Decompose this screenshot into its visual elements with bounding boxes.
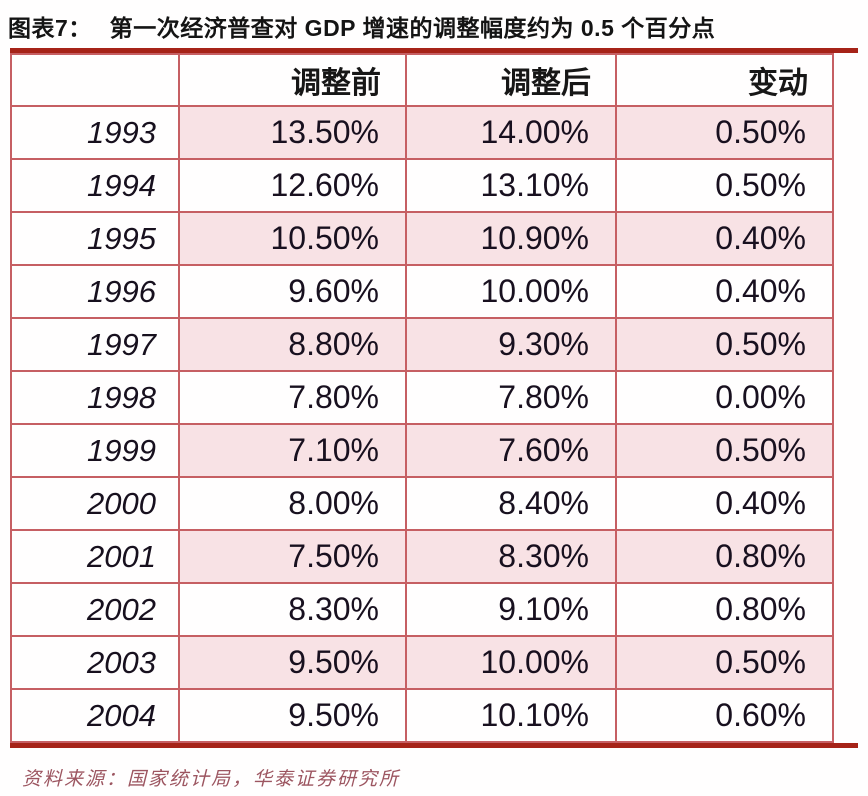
after-cell: 10.90% — [405, 211, 617, 266]
after-cell: 10.00% — [405, 635, 617, 690]
year-cell: 2002 — [10, 582, 180, 637]
table-row: 1994 12.60% 13.10% 0.50% — [10, 158, 834, 213]
table-row: 1995 10.50% 10.90% 0.40% — [10, 211, 834, 266]
after-cell: 9.30% — [405, 317, 617, 372]
figure-title-text: 第一次经济普查对 GDP 增速的调整幅度约为 0.5 个百分点 — [109, 15, 716, 41]
before-cell: 8.80% — [178, 317, 407, 372]
gdp-adjustment-table: 调整前 调整后 变动 1993 13.50% 14.00% 0.50% 1994 12.6… — [10, 53, 834, 743]
after-cell: 10.10% — [405, 688, 617, 743]
table-row: 2003 9.50% 10.00% 0.50% — [10, 635, 834, 690]
before-column-header: 调整前 — [178, 53, 407, 107]
change-cell: 0.50% — [615, 635, 834, 690]
table-row: 2001 7.50% 8.30% 0.80% — [10, 529, 834, 584]
gdp-table-body: 1993 13.50% 14.00% 0.50% 1994 12.60% 13.10% 0.5… — [10, 105, 834, 743]
year-cell: 2004 — [10, 688, 180, 743]
year-column-header — [10, 53, 180, 107]
gdp-table-container: 调整前 调整后 变动 1993 13.50% 14.00% 0.50% 1994 12.6… — [10, 48, 858, 748]
change-cell: 0.50% — [615, 317, 834, 372]
table-row: 1996 9.60% 10.00% 0.40% — [10, 264, 834, 319]
table-row: 1998 7.80% 7.80% 0.00% — [10, 370, 834, 425]
year-cell: 1993 — [10, 105, 180, 160]
table-row: 2000 8.00% 8.40% 0.40% — [10, 476, 834, 531]
year-cell: 2001 — [10, 529, 180, 584]
after-cell: 13.10% — [405, 158, 617, 213]
before-cell: 8.30% — [178, 582, 407, 637]
year-cell: 1998 — [10, 370, 180, 425]
change-cell: 0.80% — [615, 529, 834, 584]
before-cell: 9.50% — [178, 635, 407, 690]
change-cell: 0.60% — [615, 688, 834, 743]
after-cell: 7.80% — [405, 370, 617, 425]
year-cell: 1994 — [10, 158, 180, 213]
after-cell: 8.30% — [405, 529, 617, 584]
after-cell: 9.10% — [405, 582, 617, 637]
before-cell: 8.00% — [178, 476, 407, 531]
year-cell: 1995 — [10, 211, 180, 266]
figure-number-label: 图表7： — [8, 15, 92, 41]
table-row: 1993 13.50% 14.00% 0.50% — [10, 105, 834, 160]
year-cell: 2000 — [10, 476, 180, 531]
table-row: 1997 8.80% 9.30% 0.50% — [10, 317, 834, 372]
after-cell: 8.40% — [405, 476, 617, 531]
after-cell: 10.00% — [405, 264, 617, 319]
after-column-header: 调整后 — [405, 53, 617, 107]
change-cell: 0.40% — [615, 211, 834, 266]
source-note: 资料来源：国家统计局，华泰证券研究所 — [22, 769, 401, 790]
before-cell: 9.50% — [178, 688, 407, 743]
change-cell: 0.80% — [615, 582, 834, 637]
table-header-row: 调整前 调整后 变动 — [10, 53, 834, 107]
change-cell: 0.50% — [615, 158, 834, 213]
before-cell: 10.50% — [178, 211, 407, 266]
after-cell: 7.60% — [405, 423, 617, 478]
table-row: 1999 7.10% 7.60% 0.50% — [10, 423, 834, 478]
table-row: 2002 8.30% 9.10% 0.80% — [10, 582, 834, 637]
year-cell: 1999 — [10, 423, 180, 478]
before-cell: 7.10% — [178, 423, 407, 478]
before-cell: 7.50% — [178, 529, 407, 584]
change-cell: 0.40% — [615, 264, 834, 319]
change-cell: 0.50% — [615, 105, 834, 160]
year-cell: 2003 — [10, 635, 180, 690]
year-cell: 1997 — [10, 317, 180, 372]
change-column-header: 变动 — [615, 53, 834, 107]
after-cell: 14.00% — [405, 105, 617, 160]
change-cell: 0.40% — [615, 476, 834, 531]
before-cell: 9.60% — [178, 264, 407, 319]
before-cell: 12.60% — [178, 158, 407, 213]
before-cell: 7.80% — [178, 370, 407, 425]
before-cell: 13.50% — [178, 105, 407, 160]
figure-title: 图表7： 第一次经济普查对 GDP 增速的调整幅度约为 0.5 个百分点 — [0, 0, 868, 43]
change-cell: 0.00% — [615, 370, 834, 425]
table-row: 2004 9.50% 10.10% 0.60% — [10, 688, 834, 743]
year-cell: 1996 — [10, 264, 180, 319]
change-cell: 0.50% — [615, 423, 834, 478]
